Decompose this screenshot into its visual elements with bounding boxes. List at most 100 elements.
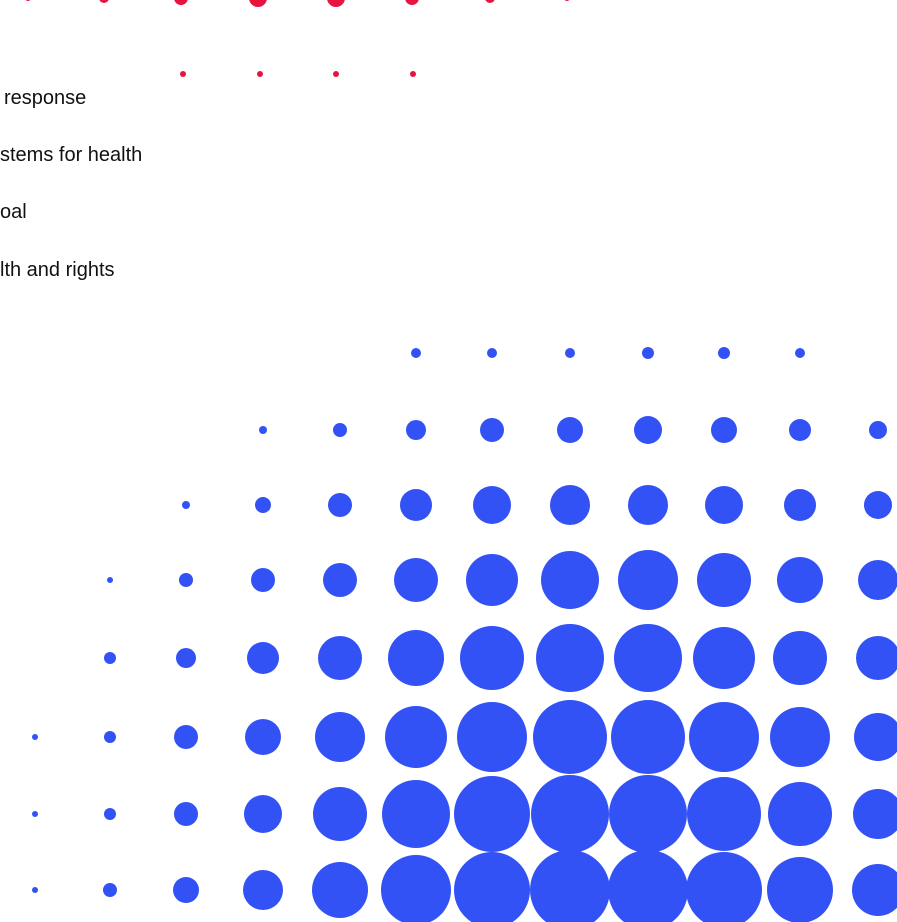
blue-dot (174, 802, 198, 826)
text-line-2: stems for health (0, 144, 143, 166)
blue-dot (473, 486, 511, 524)
red-dot (327, 0, 345, 7)
blue-dot (247, 642, 279, 674)
blue-dot (176, 648, 196, 668)
blue-dot (628, 485, 668, 525)
blue-dot (869, 421, 887, 439)
blue-dot (480, 418, 504, 442)
blue-dot (179, 573, 193, 587)
red-dot (99, 0, 109, 3)
blue-dot (394, 558, 438, 602)
blue-dot (536, 624, 604, 692)
blue-dot (718, 347, 730, 359)
blue-dot (333, 423, 347, 437)
blue-dot (611, 700, 685, 774)
blue-dot (454, 852, 530, 922)
blue-dot (323, 563, 357, 597)
blue-dot (618, 550, 678, 610)
blue-dot (32, 811, 38, 817)
blue-dot (853, 789, 897, 839)
blue-dot (182, 501, 190, 509)
blue-dot (784, 489, 816, 521)
blue-dot (773, 631, 827, 685)
text-line-4: lth and rights (0, 259, 115, 281)
blue-dot (103, 883, 117, 897)
blue-dot (852, 864, 897, 916)
blue-dot (107, 577, 113, 583)
blue-dot (400, 489, 432, 521)
blue-dot (466, 554, 518, 606)
blue-dot (32, 734, 38, 740)
blue-dot (328, 493, 352, 517)
blue-dot (454, 776, 530, 852)
blue-dot (460, 626, 524, 690)
blue-dot (318, 636, 362, 680)
blue-dot (614, 624, 682, 692)
blue-dot (711, 417, 737, 443)
red-dot (249, 0, 267, 7)
blue-dot (259, 426, 267, 434)
blue-dot (856, 636, 897, 680)
blue-dot (174, 725, 198, 749)
blue-dot (406, 420, 426, 440)
blue-dot (689, 702, 759, 772)
blue-dot (557, 417, 583, 443)
blue-dot (381, 855, 451, 922)
red-dot (405, 0, 419, 5)
blue-dot (858, 560, 897, 600)
blue-dot (687, 777, 761, 851)
blue-dot (767, 857, 833, 922)
blue-dot (686, 852, 762, 922)
blue-dot (243, 870, 283, 910)
blue-dot (173, 877, 199, 903)
red-dot (257, 71, 263, 77)
blue-dot (32, 887, 38, 893)
blue-dot (608, 850, 688, 922)
blue-dot (244, 795, 282, 833)
blue-dot (531, 775, 609, 853)
blue-dot (487, 348, 497, 358)
blue-dot (255, 497, 271, 513)
blue-dot (312, 862, 368, 918)
red-dot (564, 0, 570, 1)
blue-dot (530, 850, 610, 922)
blue-dot (388, 630, 444, 686)
red-dot (180, 71, 186, 77)
blue-dot (457, 702, 527, 772)
blue-dot (697, 553, 751, 607)
blue-dot (313, 787, 367, 841)
blue-dot (864, 491, 892, 519)
blue-dot (795, 348, 805, 358)
blue-dot (251, 568, 275, 592)
blue-dot (104, 652, 116, 664)
blue-dot (550, 485, 590, 525)
red-dot (25, 0, 31, 1)
blue-dot (693, 627, 755, 689)
blue-dot (385, 706, 447, 768)
text-line-3: oal (0, 201, 27, 223)
blue-dot (541, 551, 599, 609)
blue-dot (609, 775, 687, 853)
blue-dot (565, 348, 575, 358)
blue-dot (854, 713, 897, 761)
blue-dot (533, 700, 607, 774)
red-dot (485, 0, 495, 3)
blue-dot (768, 782, 832, 846)
text-line-1: response (4, 87, 87, 109)
blue-dot (411, 348, 421, 358)
blue-dot (770, 707, 830, 767)
blue-dot (789, 419, 811, 441)
blue-dot (777, 557, 823, 603)
blue-dot (642, 347, 654, 359)
red-dot (333, 71, 339, 77)
red-dot (410, 71, 416, 77)
blue-dot (104, 731, 116, 743)
red-dot (174, 0, 188, 5)
blue-dot (634, 416, 662, 444)
blue-dot (104, 808, 116, 820)
blue-dot (315, 712, 365, 762)
blue-dot (245, 719, 281, 755)
blue-dot (382, 780, 450, 848)
